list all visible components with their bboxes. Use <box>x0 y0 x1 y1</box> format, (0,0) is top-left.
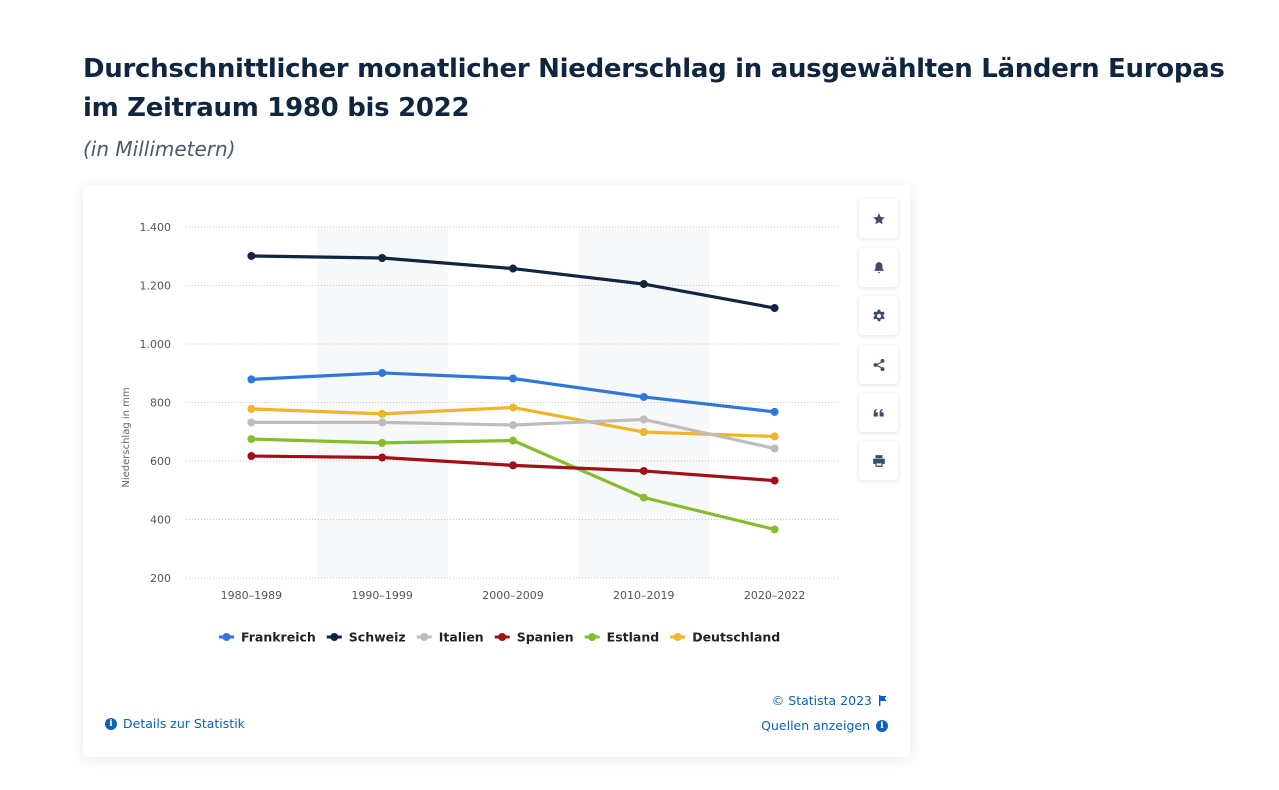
printer-icon <box>872 454 885 467</box>
data-point[interactable] <box>770 407 779 416</box>
sources-link[interactable]: Quellen anzeigen i <box>761 718 888 733</box>
legend-marker <box>420 633 429 641</box>
legend-marker <box>330 633 339 641</box>
data-point[interactable] <box>639 392 648 401</box>
legend-marker <box>673 633 682 641</box>
data-point[interactable] <box>378 418 387 427</box>
legend-item-spanien[interactable]: Spanien <box>494 630 574 645</box>
star-icon <box>872 212 885 224</box>
data-point[interactable] <box>247 435 256 444</box>
favorite-button[interactable] <box>859 199 898 238</box>
bell-icon <box>873 261 884 273</box>
quote-icon <box>873 408 884 416</box>
y-axis-label: Niederschlag in mm <box>121 387 132 487</box>
settings-button[interactable] <box>859 296 898 335</box>
data-point[interactable] <box>247 404 256 413</box>
series-schweiz <box>247 251 779 313</box>
legend-label: Deutschland <box>692 630 780 645</box>
data-point[interactable] <box>509 403 517 412</box>
data-point[interactable] <box>247 375 256 384</box>
data-point[interactable] <box>247 452 256 461</box>
y-tick-label: 1.200 <box>140 280 172 293</box>
gear-icon <box>872 309 885 321</box>
legend-label: Frankreich <box>241 630 316 645</box>
copyright-text: © Statista 2023 <box>771 693 872 708</box>
data-point[interactable] <box>639 415 648 424</box>
data-point[interactable] <box>378 368 387 377</box>
series-italien <box>247 415 779 453</box>
details-link[interactable]: i Details zur Statistik <box>105 716 245 731</box>
data-point[interactable] <box>639 280 648 289</box>
legend-marker <box>498 633 507 641</box>
line-chart: 200 400 600 800 1.000 1.200 1.400 1980–1989 199… <box>121 221 840 645</box>
y-tick-label: 600 <box>150 455 171 468</box>
print-button[interactable] <box>859 441 898 480</box>
share-button[interactable] <box>859 345 898 384</box>
data-point[interactable] <box>770 525 779 534</box>
y-tick-label: 1.000 <box>140 338 172 351</box>
data-point[interactable] <box>378 254 387 263</box>
data-point[interactable] <box>639 466 648 475</box>
data-point[interactable] <box>378 438 387 447</box>
data-point[interactable] <box>247 251 256 260</box>
x-tick-label: 1990–1999 <box>351 589 413 602</box>
series-deutschland <box>247 403 779 441</box>
data-point[interactable] <box>509 264 517 273</box>
legend-label: Estland <box>607 630 660 645</box>
data-point[interactable] <box>509 461 517 470</box>
chart-title: Durchschnittlicher monatlicher Niedersch… <box>83 54 1225 123</box>
data-point[interactable] <box>639 428 648 437</box>
x-tick-label: 2000–2009 <box>482 589 544 602</box>
data-point[interactable] <box>770 476 779 485</box>
data-point[interactable] <box>509 436 517 445</box>
legend-item-schweiz[interactable]: Schweiz <box>326 630 406 645</box>
data-point[interactable] <box>509 374 517 383</box>
flag-icon[interactable] <box>878 695 888 706</box>
copyright: © Statista 2023 <box>772 693 888 708</box>
share-icon <box>873 358 884 371</box>
x-tick-label: 2020–2022 <box>744 589 806 602</box>
series-spanien <box>247 452 779 485</box>
x-tick-label: 2010–2019 <box>613 589 675 602</box>
legend-item-frankreich[interactable]: Frankreich <box>219 630 316 645</box>
y-tick-label: 1.400 <box>140 221 172 234</box>
legend-label: Italien <box>439 630 484 645</box>
y-tick-label: 800 <box>150 397 171 410</box>
cite-button[interactable] <box>859 393 898 432</box>
data-point[interactable] <box>770 304 779 313</box>
data-point[interactable] <box>378 453 387 462</box>
details-label: Details zur Statistik <box>123 716 245 731</box>
info-icon: i <box>105 717 117 730</box>
category-band <box>316 227 448 578</box>
x-tick-label: 1980–1989 <box>221 589 283 602</box>
legend-item-italien[interactable]: Italien <box>416 630 484 645</box>
data-point[interactable] <box>509 421 517 430</box>
legend-item-deutschland[interactable]: Deutschland <box>670 630 780 645</box>
y-tick-label: 200 <box>150 572 171 585</box>
data-point[interactable] <box>770 444 779 453</box>
legend-marker <box>588 633 597 641</box>
legend-label: Spanien <box>517 630 574 645</box>
info-icon: i <box>876 719 888 732</box>
data-point[interactable] <box>770 432 779 441</box>
data-point[interactable] <box>378 409 387 418</box>
data-point[interactable] <box>247 418 256 427</box>
y-tick-label: 400 <box>150 514 171 527</box>
notification-button[interactable] <box>859 248 898 287</box>
chart-card: 200 400 600 800 1.000 1.200 1.400 1980–1989 199… <box>83 185 910 757</box>
legend-label: Schweiz <box>349 630 406 645</box>
series-frankreich <box>247 368 779 416</box>
sources-label: Quellen anzeigen <box>761 718 870 733</box>
legend-item-estland[interactable]: Estland <box>584 630 660 645</box>
legend-marker <box>222 633 231 641</box>
data-point[interactable] <box>639 493 648 502</box>
chart-subtitle: (in Millimetern) <box>83 137 236 161</box>
series-estland <box>247 435 779 534</box>
